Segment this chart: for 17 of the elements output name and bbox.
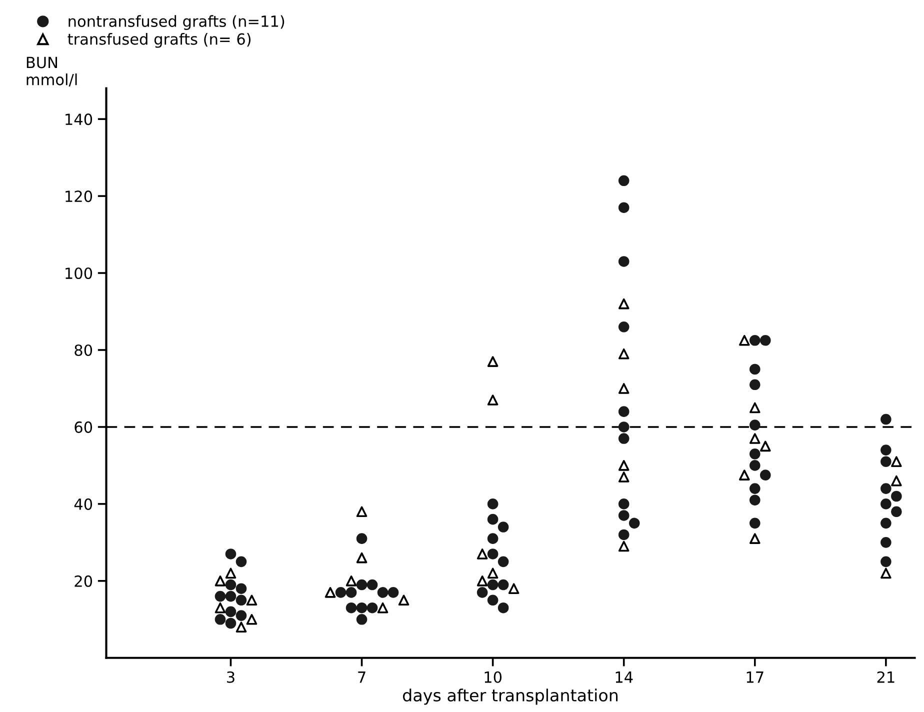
legend-label: transfused grafts (n= 6) [68,33,251,48]
y-tick-label: 140 [66,114,92,126]
legend-label: nontransfused grafts (n=11) [68,15,284,30]
x-tick-label: 17 [746,672,764,683]
y-tick-label: 40 [74,498,92,510]
y-tick-label: 20 [74,575,92,587]
x-tick-label: 3 [227,671,234,683]
y-tick-label: 80 [74,344,92,356]
x-tick-label: 10 [484,671,502,683]
x-tick-label: 7 [358,672,366,683]
y-tick-label: 120 [66,190,92,202]
y-tick-label: 100 [66,267,92,280]
x-tick-label: 21 [877,671,894,683]
x-axis-title: days after transplantation [402,688,618,705]
y-axis-title: BUN mmol/l [26,56,77,87]
x-tick-label: 14 [616,672,633,683]
y-tick-label: 60 [74,421,92,433]
